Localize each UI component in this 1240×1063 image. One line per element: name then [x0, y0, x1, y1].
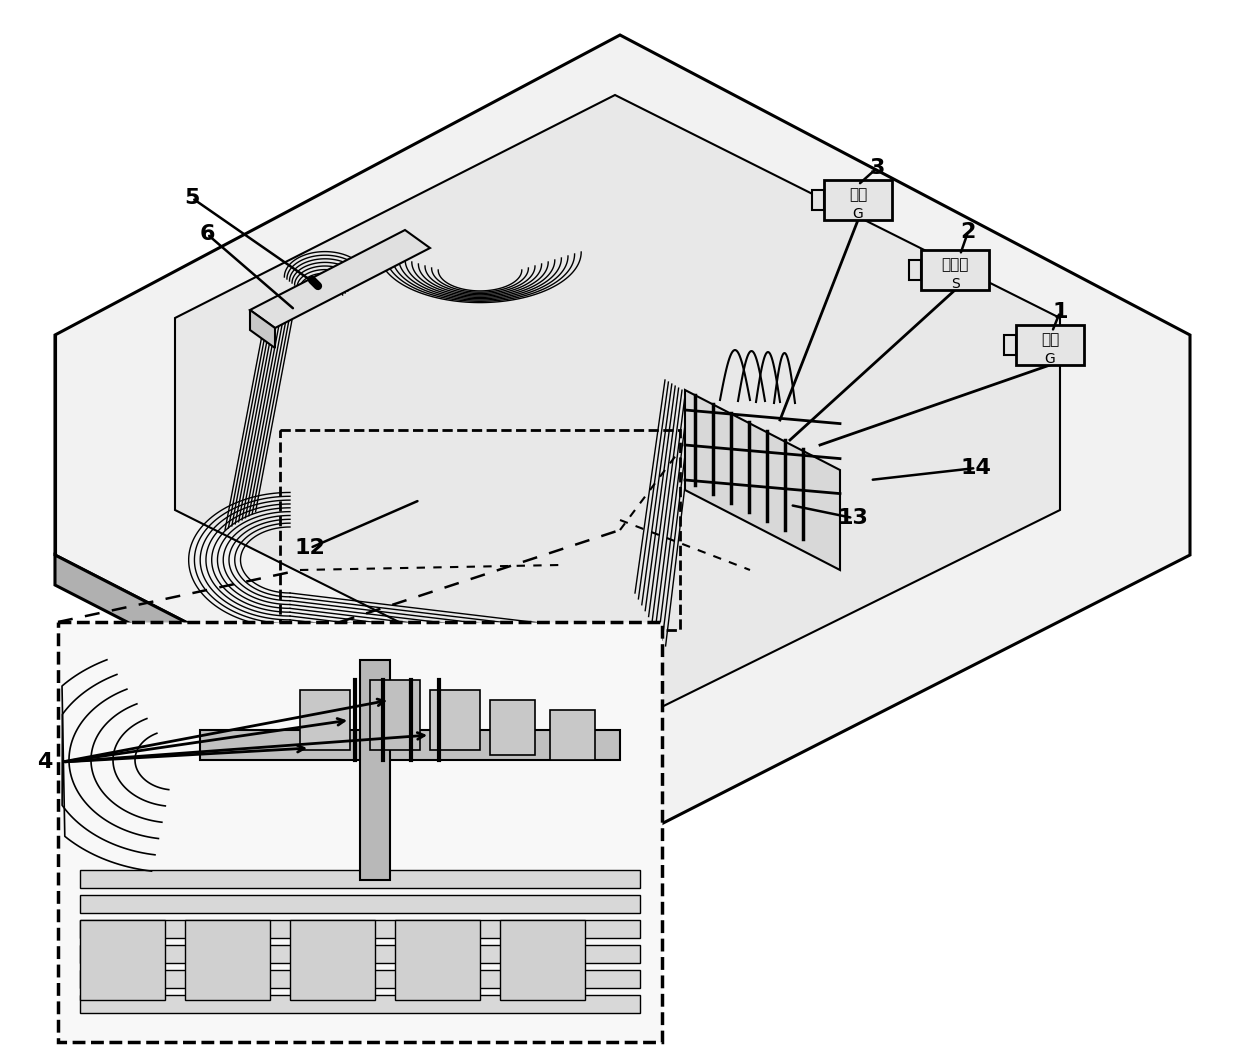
- Polygon shape: [370, 680, 420, 750]
- Text: 6: 6: [200, 224, 215, 244]
- Polygon shape: [55, 555, 620, 875]
- Polygon shape: [200, 730, 620, 760]
- Polygon shape: [81, 945, 640, 963]
- Polygon shape: [81, 919, 640, 938]
- Text: 3: 3: [869, 158, 884, 178]
- Polygon shape: [1016, 325, 1084, 365]
- Polygon shape: [500, 919, 585, 1000]
- Bar: [58, 622, 662, 1042]
- Polygon shape: [1004, 335, 1016, 355]
- Polygon shape: [909, 260, 921, 280]
- Text: 13: 13: [837, 508, 868, 528]
- Polygon shape: [81, 895, 640, 913]
- Text: 14: 14: [961, 458, 992, 478]
- Polygon shape: [250, 310, 275, 348]
- Text: 信号极: 信号极: [941, 257, 968, 272]
- Polygon shape: [490, 701, 534, 755]
- Polygon shape: [250, 230, 430, 328]
- Polygon shape: [81, 919, 165, 1000]
- Text: 1: 1: [1053, 302, 1068, 322]
- Text: G: G: [1044, 352, 1055, 366]
- Text: 2: 2: [960, 222, 976, 242]
- Polygon shape: [81, 995, 640, 1013]
- Polygon shape: [300, 690, 350, 750]
- Polygon shape: [81, 971, 640, 988]
- Text: G: G: [853, 207, 863, 221]
- Text: 地极: 地极: [1040, 333, 1059, 348]
- Polygon shape: [360, 660, 391, 880]
- Polygon shape: [175, 95, 1060, 730]
- Text: S: S: [951, 277, 960, 291]
- Polygon shape: [684, 390, 839, 570]
- Polygon shape: [430, 690, 480, 750]
- Polygon shape: [921, 250, 990, 290]
- Bar: [280, 431, 680, 630]
- Polygon shape: [290, 919, 374, 1000]
- Text: 4: 4: [37, 752, 52, 772]
- Polygon shape: [551, 710, 595, 760]
- Text: 5: 5: [185, 188, 200, 208]
- Polygon shape: [185, 919, 270, 1000]
- Polygon shape: [812, 190, 825, 210]
- Text: 12: 12: [295, 538, 325, 558]
- Polygon shape: [396, 919, 480, 1000]
- Polygon shape: [55, 35, 1190, 845]
- Text: 地极: 地极: [849, 187, 867, 202]
- Polygon shape: [825, 180, 892, 220]
- Polygon shape: [81, 870, 640, 888]
